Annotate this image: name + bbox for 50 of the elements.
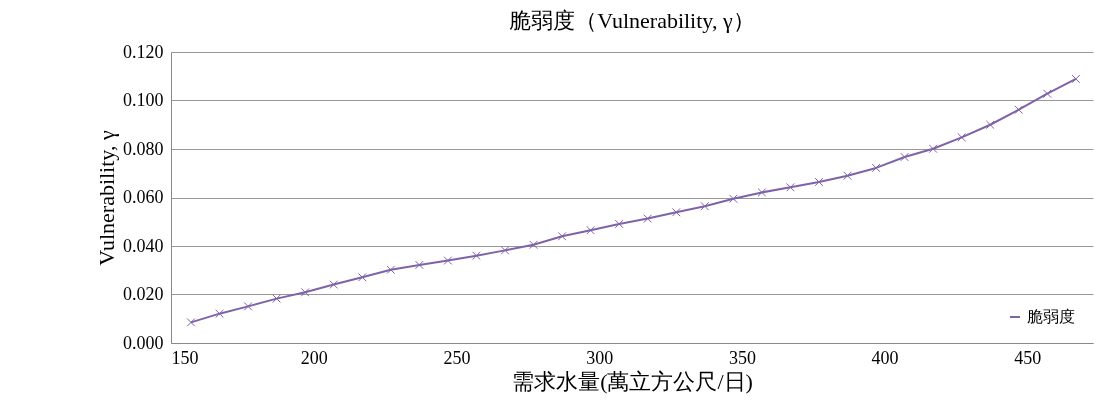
point <box>900 152 909 162</box>
point <box>443 256 453 265</box>
y-axis-title: Vulnerability, γ <box>94 130 119 266</box>
point <box>529 240 538 250</box>
x-tick-label: 200 <box>300 347 328 368</box>
point <box>985 120 995 130</box>
x-tick-label: 450 <box>1014 347 1042 368</box>
point <box>386 265 396 275</box>
point <box>614 219 624 229</box>
y-tick-label: 0.000 <box>123 332 164 353</box>
point <box>757 188 767 197</box>
point <box>643 214 653 223</box>
y-tick-label: 0.060 <box>123 187 164 207</box>
y-tick-label: 0.040 <box>123 235 164 256</box>
y-tick-label: 0.020 <box>123 284 164 304</box>
legend-label: 脆弱度 <box>1027 308 1075 325</box>
point <box>414 260 424 270</box>
x-tick-label: 300 <box>586 347 614 368</box>
point <box>957 132 967 142</box>
x-axis-title: 需求水量(萬立方公尺/日) <box>512 368 753 394</box>
point <box>843 171 852 181</box>
point <box>728 194 738 204</box>
point <box>700 201 710 211</box>
x-tick-label: 150 <box>171 347 199 368</box>
point <box>814 177 824 187</box>
point <box>671 207 681 217</box>
point <box>557 231 567 241</box>
point <box>500 245 510 255</box>
point <box>472 251 481 261</box>
point <box>329 280 339 289</box>
point <box>586 225 595 235</box>
point <box>1014 105 1024 115</box>
point <box>215 309 224 319</box>
point <box>1042 89 1052 99</box>
y-tick-label: 0.100 <box>123 90 164 110</box>
point <box>243 302 253 311</box>
point <box>928 144 938 154</box>
point <box>1071 74 1081 84</box>
point <box>300 287 310 297</box>
point <box>871 163 881 173</box>
point <box>786 182 795 192</box>
y-tick-label: 0.080 <box>123 138 164 159</box>
chart-title: 脆弱度（Vulnerability, γ） <box>509 8 755 33</box>
x-tick-label: 350 <box>728 347 756 368</box>
x-tick-label: 250 <box>443 347 471 368</box>
point <box>186 318 196 327</box>
x-tick-label: 400 <box>871 347 899 368</box>
y-tick-label: 0.120 <box>123 41 164 62</box>
point <box>272 294 281 303</box>
point <box>357 272 367 282</box>
